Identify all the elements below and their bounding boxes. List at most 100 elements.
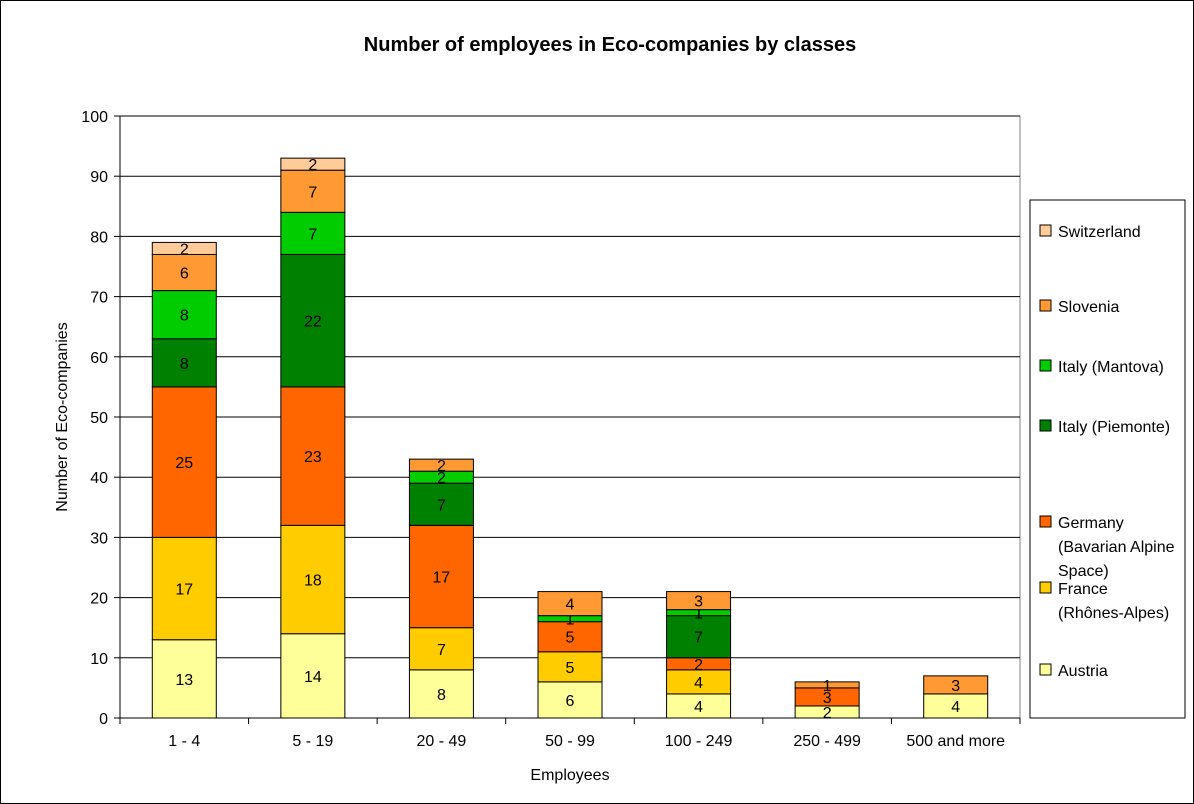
legend-swatch: [1039, 663, 1052, 676]
x-tick-label: 1 - 4: [168, 733, 200, 750]
data-label: 5: [566, 660, 575, 677]
data-label: 7: [437, 642, 446, 659]
bar-segment: [151, 639, 217, 719]
x-tick-label: 500 and more: [906, 733, 1005, 750]
bar-segment: [280, 253, 346, 388]
legend-label: Slovenia: [1058, 299, 1119, 316]
bar-segment: [151, 241, 217, 255]
legend-entry: Switzerland: [1039, 224, 1141, 241]
data-label: 4: [694, 675, 703, 692]
data-label: 8: [180, 308, 189, 325]
legend-swatch: [1039, 419, 1052, 432]
bar-stack: 43: [923, 675, 989, 719]
data-label: 5: [566, 630, 575, 647]
data-label: 25: [175, 455, 193, 472]
data-label: 8: [437, 687, 446, 704]
x-tick-label: 20 - 49: [417, 733, 467, 750]
y-tick-label: 30: [90, 530, 108, 547]
bar-segment: [923, 675, 989, 695]
bar-segment: [151, 290, 217, 340]
data-label: 7: [308, 226, 317, 243]
x-tick-label: 5 - 19: [292, 733, 333, 750]
data-label: 8: [180, 356, 189, 373]
data-label: 2: [180, 241, 189, 258]
data-label: 17: [433, 570, 451, 587]
legend-label: Germany: [1058, 515, 1124, 532]
legend-entry: France (Rhônes-Alpes): [1039, 581, 1169, 622]
legend-entry: Austria: [1039, 663, 1108, 680]
legend-swatch: [1039, 224, 1052, 237]
legend-entry: Germany (Bavarian Alpine Space): [1039, 515, 1175, 580]
data-label: 23: [304, 449, 322, 466]
bar-segment: [280, 386, 346, 526]
bar-segment: [280, 157, 346, 171]
bar-segment: [408, 627, 474, 671]
data-label: 6: [180, 266, 189, 283]
legend-label: Italy (Mantova): [1058, 359, 1164, 376]
data-label: 4: [951, 699, 960, 716]
y-tick-label: 0: [99, 711, 108, 728]
data-label: 7: [308, 184, 317, 201]
legend-entry: Italy (Mantova): [1039, 359, 1164, 376]
data-label: 2: [437, 470, 446, 487]
data-label: 2: [823, 705, 832, 722]
bar-segment: [151, 536, 217, 641]
x-tick-label: 50 - 99: [545, 733, 595, 750]
data-label: 7: [694, 630, 703, 647]
bar-stack: 8 7 17 7 22: [408, 458, 474, 719]
legend-label: Space): [1058, 563, 1109, 580]
bar-segment: [151, 338, 217, 388]
legend-label: (Bavarian Alpine: [1058, 539, 1175, 556]
legend: Switzerland Slovenia Italy (Mantova) Italy …: [1029, 199, 1186, 719]
data-label: 13: [175, 672, 193, 689]
x-tick-label: 100 - 249: [665, 733, 733, 750]
data-label: 1: [694, 606, 703, 623]
y-tick-label: 40: [90, 470, 108, 487]
y-tick-label: 60: [90, 350, 108, 367]
bar-segment: [666, 693, 732, 719]
legend-swatch: [1039, 299, 1052, 312]
data-label: 14: [304, 669, 322, 686]
bar-segment: [666, 591, 732, 611]
legend-label: Switzerland: [1058, 224, 1141, 241]
x-axis-title: Employees: [530, 767, 609, 784]
legend-label: France: [1058, 581, 1108, 598]
y-tick-label: 90: [90, 169, 108, 186]
bar-stack: 13 17 25 8 8 6 2: [151, 241, 217, 719]
y-tick-label: 50: [90, 410, 108, 427]
bar-stack: 14 18 23 22 7 7 2: [280, 157, 346, 719]
legend-label: Italy (Piemonte): [1058, 419, 1170, 436]
y-tick-label: 20: [90, 591, 108, 608]
y-axis-title: Number of Eco-companies: [54, 322, 71, 511]
data-label: 1: [566, 612, 575, 629]
data-label: 6: [566, 693, 575, 710]
y-tick-label: 10: [90, 651, 108, 668]
legend-entry: Italy (Piemonte): [1039, 419, 1170, 436]
bar-segment: [537, 591, 603, 617]
data-label: 7: [437, 497, 446, 514]
bar-segment: [280, 524, 346, 635]
bar-segment: [666, 615, 732, 659]
x-tick-label: 250 - 499: [793, 733, 861, 750]
y-tick-label: 70: [90, 290, 108, 307]
legend-swatch: [1039, 359, 1052, 372]
bar-segment: [537, 651, 603, 683]
legend-box: [1029, 199, 1186, 719]
data-label: 3: [823, 690, 832, 707]
bar-segment: [923, 693, 989, 719]
data-label: 18: [304, 573, 322, 590]
legend-label: (Rhônes-Alpes): [1058, 605, 1169, 622]
bar-segment: [537, 681, 603, 719]
bar-segment: [408, 524, 474, 629]
y-tick-label: 100: [81, 109, 108, 126]
legend-label: Austria: [1058, 663, 1108, 680]
data-label: 4: [694, 699, 703, 716]
bar-segment: [280, 211, 346, 255]
bar-segment: [537, 621, 603, 653]
data-label: 2: [437, 458, 446, 475]
data-label: 2: [694, 657, 703, 674]
bar-segment: [408, 482, 474, 526]
